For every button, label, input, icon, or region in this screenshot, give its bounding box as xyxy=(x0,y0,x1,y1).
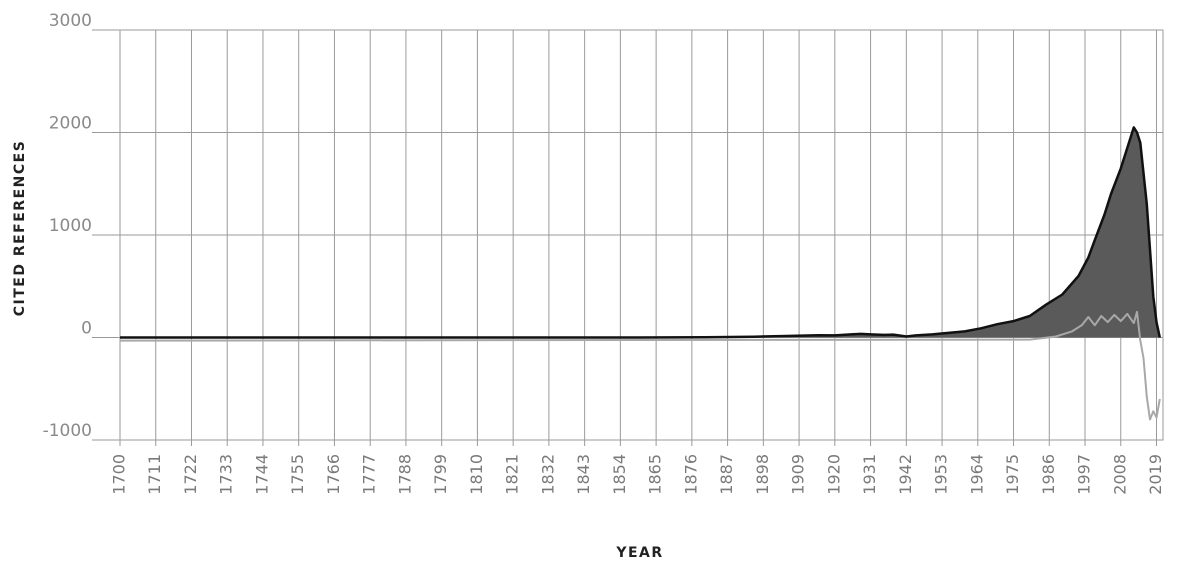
x-tick-label: 1700 xyxy=(110,454,129,495)
y-tick-label: 1000 xyxy=(49,216,92,236)
series-0-line xyxy=(120,126,1162,339)
x-tick-label: 1887 xyxy=(717,454,736,495)
series-1-line xyxy=(119,310,1161,421)
y-axis-title: CITED REFERENCES xyxy=(12,140,28,317)
x-tick-label: 1832 xyxy=(538,454,557,495)
y-tick-label: 3000 xyxy=(49,11,92,31)
x-tick-label: 1755 xyxy=(288,454,307,495)
y-tick-label: 2000 xyxy=(49,114,92,134)
series-lines xyxy=(119,126,1162,421)
x-tick-label: 1733 xyxy=(217,454,236,495)
grid xyxy=(92,29,1164,446)
x-tick-label: 1777 xyxy=(360,454,379,495)
x-tick-label: 1909 xyxy=(789,454,808,495)
x-tick-label: 1799 xyxy=(431,454,450,495)
x-tick-label: 2008 xyxy=(1110,454,1129,495)
series-area xyxy=(120,127,1160,338)
y-tick-label: -1000 xyxy=(43,421,92,441)
x-tick-label: 1898 xyxy=(753,454,772,495)
x-axis-title: YEAR xyxy=(615,545,663,561)
x-tick-label: 1931 xyxy=(860,454,879,495)
x-tick-label: 1997 xyxy=(1075,454,1094,495)
x-tick-label: 1942 xyxy=(896,454,915,495)
x-tick-label: 1711 xyxy=(145,454,164,495)
x-tick-label: 1810 xyxy=(467,454,486,495)
x-tick-label: 1821 xyxy=(503,454,522,495)
x-tick-label: 1986 xyxy=(1039,454,1058,495)
x-tick-label: 1744 xyxy=(252,454,271,495)
x-tick-label: 1964 xyxy=(967,454,986,495)
x-tick-label: 2019 xyxy=(1146,454,1165,495)
series-0-area xyxy=(120,127,1160,338)
x-tick-label: 1865 xyxy=(646,454,665,495)
x-tick-label: 1843 xyxy=(574,454,593,495)
x-tick-label: 1975 xyxy=(1003,454,1022,495)
x-tick-label: 1876 xyxy=(681,454,700,495)
x-tick-label: 1920 xyxy=(824,454,843,495)
y-axis-ticks: 3000 2000 1000 0 -1000 xyxy=(43,11,92,441)
x-tick-label: 1953 xyxy=(932,454,951,495)
x-tick-label: 1854 xyxy=(610,454,629,495)
x-tick-label: 1788 xyxy=(395,454,414,495)
y-tick-label: 0 xyxy=(81,319,92,339)
x-tick-label: 1722 xyxy=(181,454,200,495)
x-tick-label: 1766 xyxy=(324,454,343,495)
x-axis-ticks: 1700 1711 1722 1733 1744 1755 1766 1777 1788 1799… xyxy=(110,454,1166,495)
